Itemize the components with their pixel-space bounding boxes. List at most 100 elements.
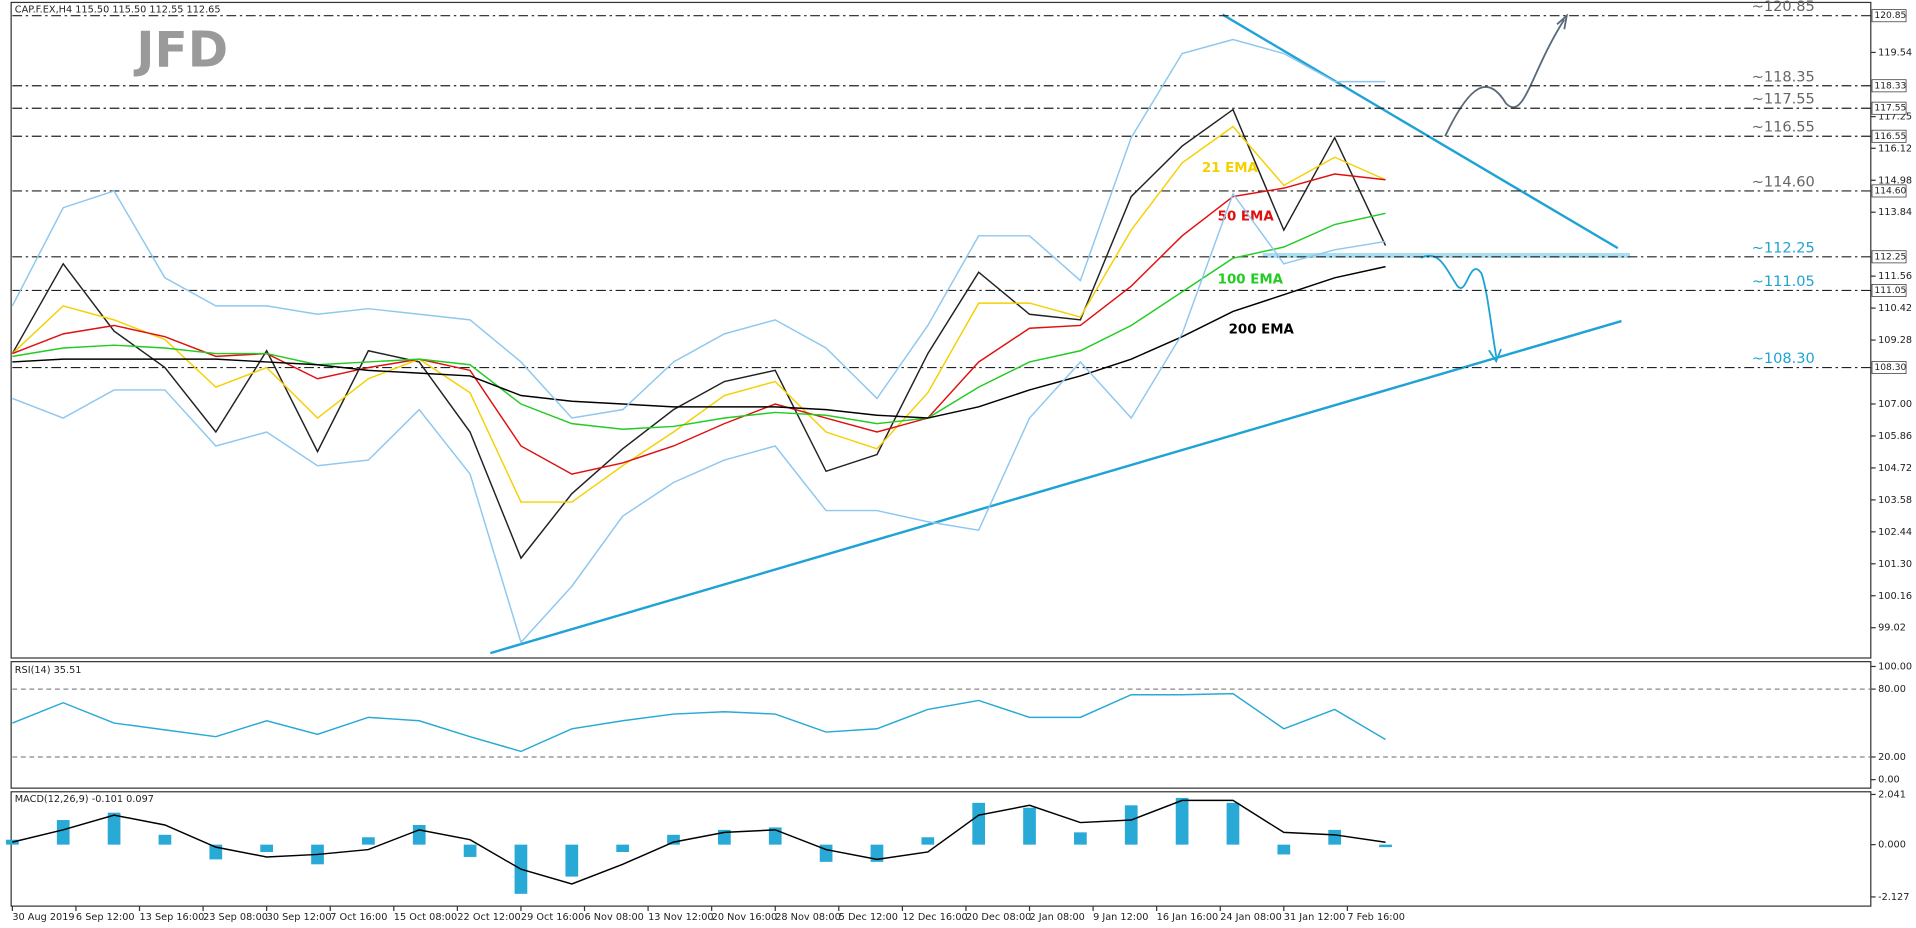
- level-tag-box: [1871, 101, 1907, 115]
- x-tick-label: 5 Dec 12:00: [839, 912, 898, 923]
- symbol-header: CAP.F.EX,H4 115.50 115.50 112.55 112.65: [15, 5, 221, 16]
- y-tick-label: 114.98: [1878, 175, 1912, 186]
- y-tick-label: 119.54: [1878, 47, 1912, 58]
- y-tick-label: 101.30: [1878, 559, 1912, 570]
- x-tick-label: 6 Sep 12:00: [76, 912, 135, 923]
- series-line: [12, 192, 1386, 644]
- y-tick-label: 105.86: [1878, 431, 1912, 442]
- x-tick-label: 7 Oct 16:00: [330, 912, 387, 923]
- series-line: [12, 799, 1386, 885]
- x-tick-label: 30 Aug 2019: [12, 912, 74, 923]
- series-label: 200 EMA: [1229, 323, 1295, 338]
- level-label: ~114.60: [1752, 173, 1815, 190]
- series-line: [12, 212, 1386, 430]
- macd-bar: [972, 802, 986, 845]
- price-panel: [10, 1, 1872, 659]
- level-tag: 111.05: [1874, 286, 1906, 296]
- level-tag: 108.30: [1874, 363, 1906, 373]
- level-tag: 116.55: [1874, 132, 1906, 142]
- macd-bar: [412, 824, 426, 845]
- y-tick-label: 107.00: [1878, 399, 1912, 410]
- x-tick-label: 9 Jan 12:00: [1093, 912, 1148, 923]
- x-tick-label: 16 Jan 16:00: [1157, 912, 1219, 923]
- bearish-arrow: [1420, 254, 1498, 357]
- level-label: ~117.55: [1752, 91, 1815, 108]
- drawings: [490, 13, 1630, 655]
- macd-bar: [260, 844, 274, 853]
- level-tag-box: [1871, 184, 1907, 198]
- y-tick-label: 117.25: [1878, 112, 1912, 123]
- level-tag-box: [1871, 361, 1907, 374]
- y-tick-label: 111.56: [1878, 271, 1912, 282]
- level-label: ~108.30: [1752, 350, 1815, 367]
- rsi-panel: [10, 661, 1872, 789]
- panel-title: MACD(12,26,9) -0.101 0.097: [15, 794, 154, 805]
- level-tag-box: [1871, 129, 1907, 143]
- macd-bar: [1023, 807, 1036, 845]
- background: [9, 0, 1907, 928]
- macd-bar: [56, 820, 70, 845]
- series-label: 21 EMA: [1202, 161, 1259, 176]
- x-tick-label: 2 Jan 08:00: [1030, 912, 1085, 923]
- level-tag-box: [1871, 284, 1907, 297]
- series-line: [12, 173, 1386, 475]
- bullish-arrowhead: [1556, 13, 1569, 30]
- x-tick-label: 30 Sep 12:00: [267, 912, 332, 923]
- x-tick-label: 15 Oct 08:00: [394, 912, 457, 923]
- y-tick-label: 110.42: [1878, 303, 1912, 314]
- y-tick-label: 99.02: [1878, 623, 1906, 634]
- level-tag: 118.33: [1874, 81, 1906, 91]
- y-tick-label: 116.12: [1878, 143, 1912, 154]
- y-tick-label: 20.00: [1878, 752, 1906, 763]
- macd-bar: [1124, 805, 1138, 845]
- x-tick-label: 29 Oct 16:00: [521, 912, 584, 923]
- support-trendline: [490, 319, 1622, 655]
- level-tag: 117.55: [1874, 104, 1906, 114]
- x-tick-label: 31 Jan 12:00: [1284, 912, 1346, 923]
- resistance-trendline: [1221, 13, 1619, 250]
- x-tick-label: 28 Nov 08:00: [775, 912, 841, 923]
- series-line: [11, 125, 1386, 503]
- y-tick-label: 0.000: [1878, 840, 1906, 851]
- y-tick-label: 109.28: [1878, 335, 1912, 346]
- macd-bar: [870, 844, 884, 862]
- y-tick-label: 0.00: [1878, 775, 1900, 786]
- y-tick-label: 102.44: [1878, 527, 1912, 538]
- macd-bar: [1074, 832, 1087, 845]
- series-line: [12, 265, 1386, 419]
- macd-bar: [158, 834, 172, 845]
- level-tag-box: [1871, 9, 1907, 23]
- x-tick-label: 12 Dec 16:00: [902, 912, 967, 923]
- macd-bar: [463, 844, 477, 857]
- y-tick-label: 100.16: [1878, 591, 1912, 602]
- macd-bar: [1226, 802, 1240, 845]
- x-tick-label: 22 Oct 12:00: [457, 912, 520, 923]
- x-tick-label: 7 Feb 16:00: [1347, 912, 1405, 923]
- y-tick-label: 113.84: [1878, 207, 1912, 218]
- y-tick-label: 104.72: [1878, 463, 1912, 474]
- x-tick-label: 24 Jan 08:00: [1220, 912, 1282, 923]
- macd-bar: [667, 834, 680, 845]
- series-label: 100 EMA: [1218, 273, 1284, 288]
- level-label: ~120.85: [1752, 0, 1815, 15]
- x-tick-label: 20 Dec 08:00: [966, 912, 1031, 923]
- macd-bar: [616, 844, 630, 853]
- macd-bar: [1379, 844, 1392, 848]
- macd-bar: [107, 812, 121, 845]
- level-tag-box: [1871, 79, 1907, 93]
- x-tick-label: 23 Sep 08:00: [203, 912, 268, 923]
- level-tag-box: [1871, 250, 1907, 264]
- level-label: ~112.25: [1752, 239, 1815, 256]
- series-line: [11, 108, 1387, 560]
- panel-title: RSI(14) 35.51: [15, 665, 82, 676]
- bearish-arrowhead: [1488, 348, 1502, 364]
- level-tag: 120.85: [1874, 11, 1906, 21]
- series-line: [11, 38, 1386, 419]
- y-tick-label: -2.127: [1878, 892, 1909, 903]
- x-tick-label: 6 Nov 08:00: [585, 912, 644, 923]
- x-tick-label: 13 Sep 16:00: [140, 912, 205, 923]
- macd-bar: [1277, 844, 1291, 855]
- y-tick-label: 80.00: [1878, 684, 1906, 695]
- x-tick-label: 13 Nov 12:00: [648, 912, 714, 923]
